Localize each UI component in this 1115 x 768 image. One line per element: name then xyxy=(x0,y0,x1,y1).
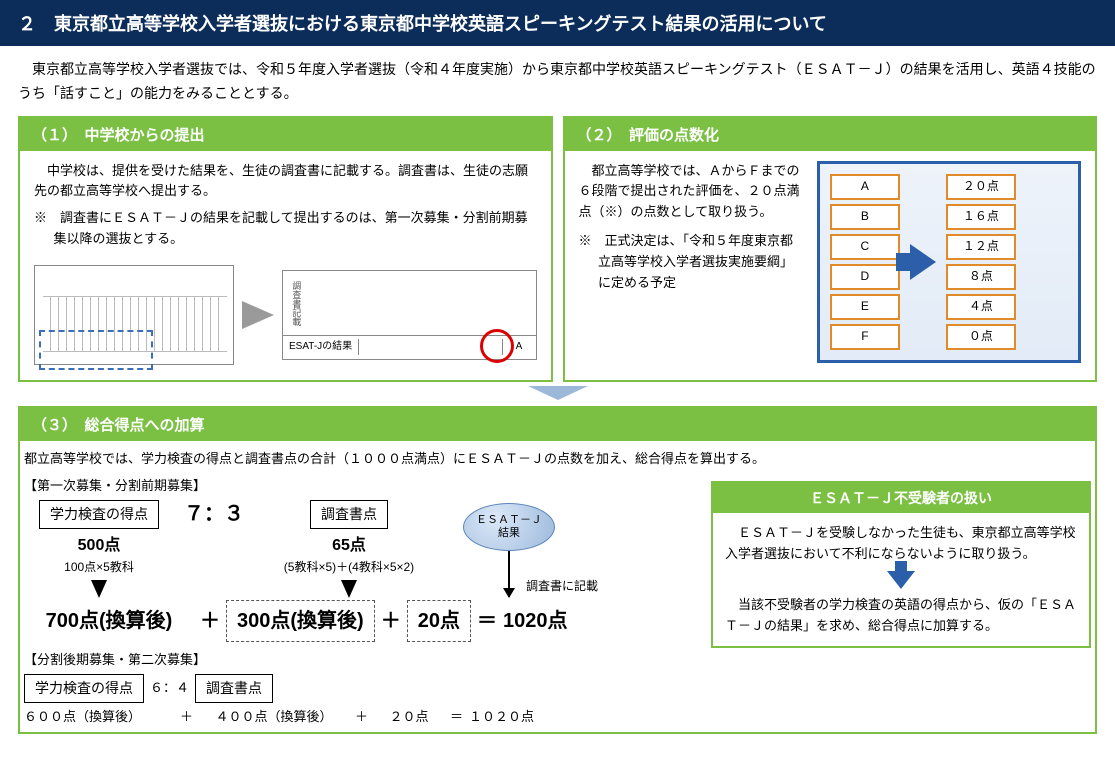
score-cell: ８点 xyxy=(946,264,1016,290)
arrow-down-icon xyxy=(91,580,107,598)
blue-down-arrow-icon xyxy=(887,571,915,589)
ratio2: ６：４ xyxy=(150,678,189,699)
red-circle-icon xyxy=(480,329,514,363)
plus4: ＋ xyxy=(355,707,368,728)
nonex-p1: ＥＳＡＴ－Ｊを受験しなかった生徒も、東京都立高等学校入学者選抜において不利になら… xyxy=(725,523,1077,565)
esat-oval: ＥＳＡＴ－Ｊ結果 xyxy=(463,503,555,551)
grade-conversion-box: A B C D E F ２０点 １６点 １２点 ８点 ４点 ０点 xyxy=(817,161,1081,363)
section-title: ２ 東京都立高等学校入学者選抜における東京都中学校英語スピーキングテスト結果の活… xyxy=(0,0,1115,46)
plus2: ＋ xyxy=(381,605,401,637)
panel-scoring: （２） 評価の点数化 都立高等学校では、ＡからＦまでの６段階で提出された評価を、… xyxy=(563,116,1098,382)
score-cell: １２点 xyxy=(946,234,1016,260)
r2-survey: ４００点（換算後） xyxy=(199,707,349,728)
form-left-sheet xyxy=(34,265,234,365)
panel1-header: （１） 中学校からの提出 xyxy=(20,118,551,151)
exam-label: 学力検査の得点 xyxy=(39,500,159,528)
formula-row3: 学力検査の得点 ６：４ 調査書点 xyxy=(24,674,714,702)
ratio: ７：３ xyxy=(184,498,244,530)
total: 1020点 xyxy=(503,605,568,637)
plus3: ＋ xyxy=(180,707,193,728)
score-cell: ４点 xyxy=(946,294,1016,320)
grade-cell: F xyxy=(830,324,900,350)
arrow-down-icon xyxy=(508,551,510,597)
gray-arrow-icon xyxy=(242,301,274,329)
intro-text: 東京都立高等学校入学者選抜では、令和５年度入学者選抜（令和４年度実施）から東京都… xyxy=(0,54,1115,116)
form-esat-label: ESAT-Jの結果 xyxy=(283,339,359,355)
score-cell: １６点 xyxy=(946,204,1016,230)
sub2: 【分割後期募集・第二次募集】 xyxy=(24,650,714,671)
formula-row1: 学力検査の得点 500点 100点×5教科 ７：３ 調査書点 65点 (5教科×… xyxy=(24,500,714,599)
score-cell: ０点 xyxy=(946,324,1016,350)
survey-label: 調査書点 xyxy=(310,500,388,528)
esat-pts: 20点 xyxy=(407,600,471,642)
chevron-down-icon xyxy=(528,386,588,400)
panel-submission: （１） 中学校からの提出 中学校は、提供を受けた結果を、生徒の調査書に記載する。… xyxy=(18,116,553,382)
panel1-text: 中学校は、提供を受けた結果を、生徒の調査書に記載する。調査書は、生徒の志願先の都… xyxy=(34,161,537,203)
nonex-p2: 当該不受験者の学力検査の英語の得点から、仮の「ＥＳＡＴ－Ｊの結果」を求め、総合得… xyxy=(725,595,1077,637)
blue-arrow-icon xyxy=(910,244,936,280)
survey-pts: 65点 xyxy=(332,533,366,559)
non-examinee-box: ＥＳＡＴ－Ｊ不受験者の扱い ＥＳＡＴ－Ｊを受験しなかった生徒も、東京都立高等学校… xyxy=(711,481,1091,649)
survey-detail: (5教科×5)＋(4教科×5×2) xyxy=(284,558,414,577)
panel3-header: （３） 総合得点への加算 xyxy=(20,408,1095,441)
conv-exam: 700点(換算後) xyxy=(24,605,194,637)
nonex-title: ＥＳＡＴ－Ｊ不受験者の扱い xyxy=(713,483,1089,513)
r2-exam: ６００点（換算後） xyxy=(24,707,174,728)
grade-col: A B C D E F xyxy=(830,174,900,350)
form-vertical-label: 調査書記載 xyxy=(289,281,303,326)
eq2: ＝ xyxy=(450,707,463,728)
survey-label2: 調査書点 xyxy=(195,674,273,702)
arrow-down-icon xyxy=(341,580,357,598)
exam-pts: 500点 xyxy=(78,533,121,559)
score-cell: ２０点 xyxy=(946,174,1016,200)
grade-cell: A xyxy=(830,174,900,200)
exam-detail: 100点×5教科 xyxy=(64,558,134,577)
panel3-lead: 都立高等学校では、学力検査の得点と調査書点の合計（１０００点満点）にＥＳＡＴ－Ｊ… xyxy=(24,449,1091,470)
grade-cell: C xyxy=(830,234,900,260)
exam-label2: 学力検査の得点 xyxy=(24,674,144,702)
grade-cell: E xyxy=(830,294,900,320)
panel2-header: （２） 評価の点数化 xyxy=(565,118,1096,151)
form-right-sheet: 調査書記載 ESAT-Jの結果 A xyxy=(282,270,537,360)
formula-row2: 700点(換算後) ＋ 300点(換算後) ＋ 20点 ＝ 1020点 xyxy=(24,600,714,642)
grade-cell: B xyxy=(830,204,900,230)
panel-total: （３） 総合得点への加算 都立高等学校では、学力検査の得点と調査書点の合計（１０… xyxy=(18,406,1097,734)
panel2-text2: ※ 正式決定は、「令和５年度東京都立高等学校入学者選抜実施要綱」に定める予定 xyxy=(579,231,803,293)
eq: ＝ xyxy=(477,605,497,637)
sub1: 【第一次募集・分割前期募集】 xyxy=(24,476,714,497)
panel2-text1: 都立高等学校では、ＡからＦまでの６段階で提出された評価を、２０点満点（※）の点数… xyxy=(579,161,803,223)
r2-esat: ２０点 xyxy=(374,707,444,728)
plus1: ＋ xyxy=(200,605,220,637)
conv-survey: 300点(換算後) xyxy=(226,600,375,642)
note-right: 調査書に記載 xyxy=(526,577,598,596)
form-illustration: 調査書記載 ESAT-Jの結果 A xyxy=(34,260,537,370)
formula-row4: ６００点（換算後） ＋ ４００点（換算後） ＋ ２０点 ＝ １０２０点 xyxy=(24,707,714,728)
r2-total: １０２０点 xyxy=(469,707,534,728)
score-col: ２０点 １６点 １２点 ８点 ４点 ０点 xyxy=(946,174,1016,350)
grade-cell: D xyxy=(830,264,900,290)
panel1-note: ※ 調査書にＥＳＡＴ－Ｊの結果を記載して提出するのは、第一次募集・分割前期募集以… xyxy=(34,208,537,250)
